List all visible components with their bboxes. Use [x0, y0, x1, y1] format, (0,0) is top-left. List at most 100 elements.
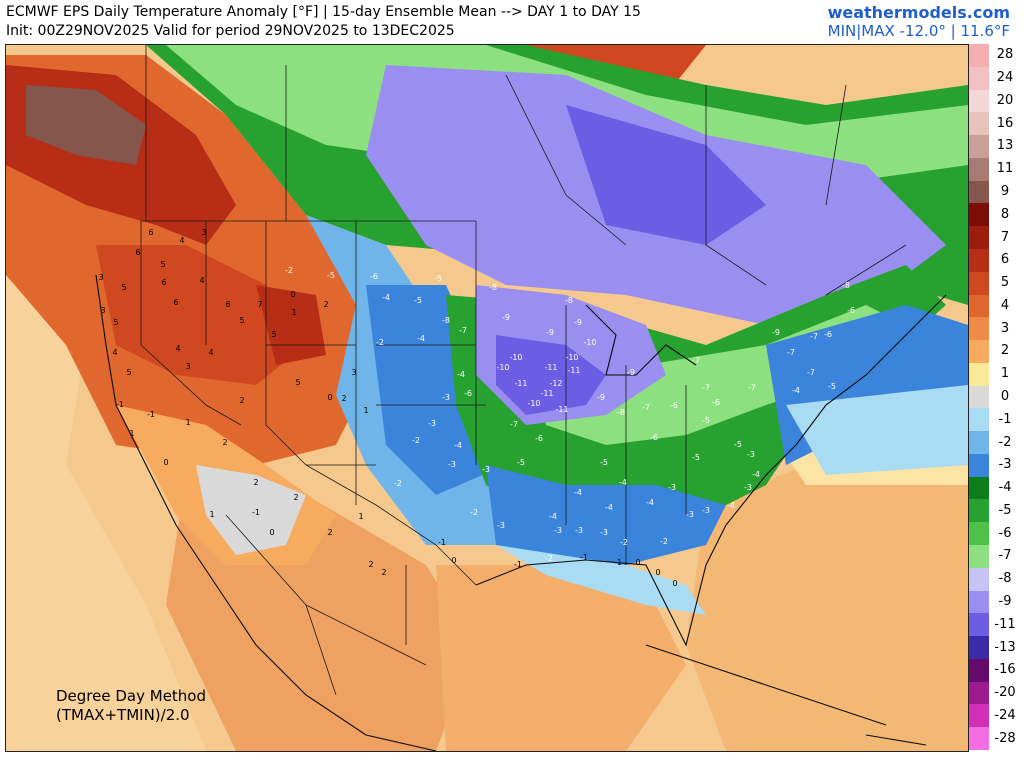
anomaly-value-label: -11: [544, 363, 557, 372]
legend-swatch: [969, 135, 989, 158]
anomaly-value-label: -3: [668, 483, 676, 492]
legend-label: -4: [998, 480, 1012, 496]
anomaly-value-label: -5: [517, 458, 525, 467]
legend-swatch: [969, 476, 989, 500]
anomaly-value-label: 4: [179, 236, 184, 245]
anomaly-value-label: -4: [792, 386, 800, 395]
anomaly-map: 6 4 3 6 5 4 3 5 6 3 5 6 6 5 5 4 4 3 5 4 2 7 0 1 5 2 3 2 1 0 -1 -1 1 1 2 0 2-…: [5, 44, 969, 752]
legend-label: 6: [1000, 252, 1010, 268]
anomaly-value-label: -1: [116, 400, 124, 409]
legend-entry: 3: [969, 317, 1019, 341]
anomaly-value-label: -4: [382, 293, 390, 302]
legend-entry: -20: [969, 681, 1019, 705]
legend-label: -6: [998, 525, 1012, 541]
anomaly-value-label: 2: [341, 394, 346, 403]
legend-label: 8: [1000, 206, 1010, 222]
anomaly-value-label: -4: [457, 370, 465, 379]
anomaly-value-label: -1: [580, 553, 588, 562]
legend-swatch: [969, 522, 989, 546]
legend-label: 1: [1000, 366, 1010, 382]
legend-entry: 1: [969, 362, 1019, 386]
anomaly-value-label: -2: [470, 508, 478, 517]
legend-entry: 28: [969, 44, 1019, 67]
legend-label: -11: [994, 616, 1016, 632]
anomaly-value-label: 7: [257, 300, 262, 309]
anomaly-value-label: -3: [482, 465, 490, 474]
anomaly-value-label: -6: [670, 401, 678, 410]
anomaly-value-label: 0: [163, 458, 168, 467]
anomaly-value-label: -8: [617, 408, 625, 417]
legend-swatch: [969, 658, 989, 682]
init-line: Init: 00Z29NOV2025 Valid for period 29NO…: [6, 23, 455, 39]
legend-entry: -13: [969, 636, 1019, 659]
legend-swatch: [969, 157, 989, 181]
anomaly-value-label: 3: [100, 306, 105, 315]
anomaly-value-label: -4: [417, 334, 425, 343]
anomaly-value-label: 2: [323, 300, 328, 309]
anomaly-value-label: -6: [824, 330, 832, 339]
gulf-orange: [436, 565, 686, 751]
anomaly-value-label: 0: [635, 558, 640, 567]
anomaly-value-label: -3: [575, 526, 583, 535]
anomaly-value-label: -8: [442, 316, 450, 325]
anomaly-value-label: -1: [252, 508, 260, 517]
anomaly-value-label: -7: [692, 356, 700, 365]
anomaly-value-label: 2: [327, 528, 332, 537]
anomaly-value-label: 1: [363, 406, 368, 415]
legend-swatch: [969, 66, 989, 90]
anomaly-value-label: -10: [527, 399, 540, 408]
site-name: weathermodels.com: [827, 3, 1010, 22]
anomaly-value-label: 5: [126, 368, 131, 377]
legend-entry: -16: [969, 658, 1019, 682]
legend-entry: 16: [969, 112, 1019, 136]
anomaly-value-label: -6: [847, 306, 855, 315]
legend-entry: 2: [969, 340, 1019, 363]
boundary-lines: [140, 45, 907, 696]
legend-label: 13: [996, 138, 1014, 154]
anomaly-value-label: 0: [672, 579, 677, 588]
anomaly-value-label: 0: [327, 393, 332, 402]
legend-swatch: [969, 317, 989, 341]
anomaly-value-label: -4: [752, 470, 760, 479]
legend-label: -5: [998, 502, 1012, 518]
anomaly-value-label: -8: [565, 296, 573, 305]
anomaly-value-label: -3: [702, 506, 710, 515]
legend-swatch: [969, 613, 989, 637]
legend-label: -28: [994, 730, 1016, 746]
anomaly-value-label: -5: [828, 382, 836, 391]
legend-swatch: [969, 112, 989, 136]
legend-swatch: [969, 453, 989, 477]
gulf-coast-light: [496, 545, 706, 615]
anomaly-value-label: 2: [239, 396, 244, 405]
legend-label: -1: [998, 411, 1012, 427]
legend-entry: -28: [969, 727, 1019, 750]
legend-entry: -8: [969, 567, 1019, 591]
legend-label: -13: [994, 639, 1016, 655]
anomaly-value-label: 2: [368, 560, 373, 569]
legend-entry: 0: [969, 385, 1019, 409]
anomaly-value-label: 6: [148, 228, 153, 237]
anomaly-value-label: -10: [565, 353, 578, 362]
southeast-blue: [486, 465, 726, 565]
anomaly-value-label: -7: [807, 368, 815, 377]
legend-label: 16: [996, 115, 1014, 131]
anomaly-value-label: 2: [293, 493, 298, 502]
anomaly-value-label: 5: [271, 330, 276, 339]
legend-swatch: [969, 545, 989, 568]
method-note-line2: (TMAX+TMIN)/2.0: [56, 706, 190, 724]
anomaly-value-label: -3: [428, 419, 436, 428]
anomaly-value-label: -10: [509, 353, 522, 362]
legend-swatch: [969, 681, 989, 705]
anomaly-value-label: -9: [502, 313, 510, 322]
anomaly-value-label: 3: [351, 368, 356, 377]
anomaly-value-label: 3: [98, 273, 103, 282]
anomaly-value-label: -12: [549, 379, 562, 388]
anomaly-value-label: -2: [285, 266, 293, 275]
legend-label: 20: [996, 92, 1014, 108]
anomaly-value-label: -2: [376, 338, 384, 347]
header-right: weathermodels.com MIN|MAX -12.0° | 11.6°…: [828, 3, 1010, 41]
anomaly-value-label: -7: [510, 420, 518, 429]
legend-entry: 7: [969, 226, 1019, 249]
legend-entry: -4: [969, 476, 1019, 500]
